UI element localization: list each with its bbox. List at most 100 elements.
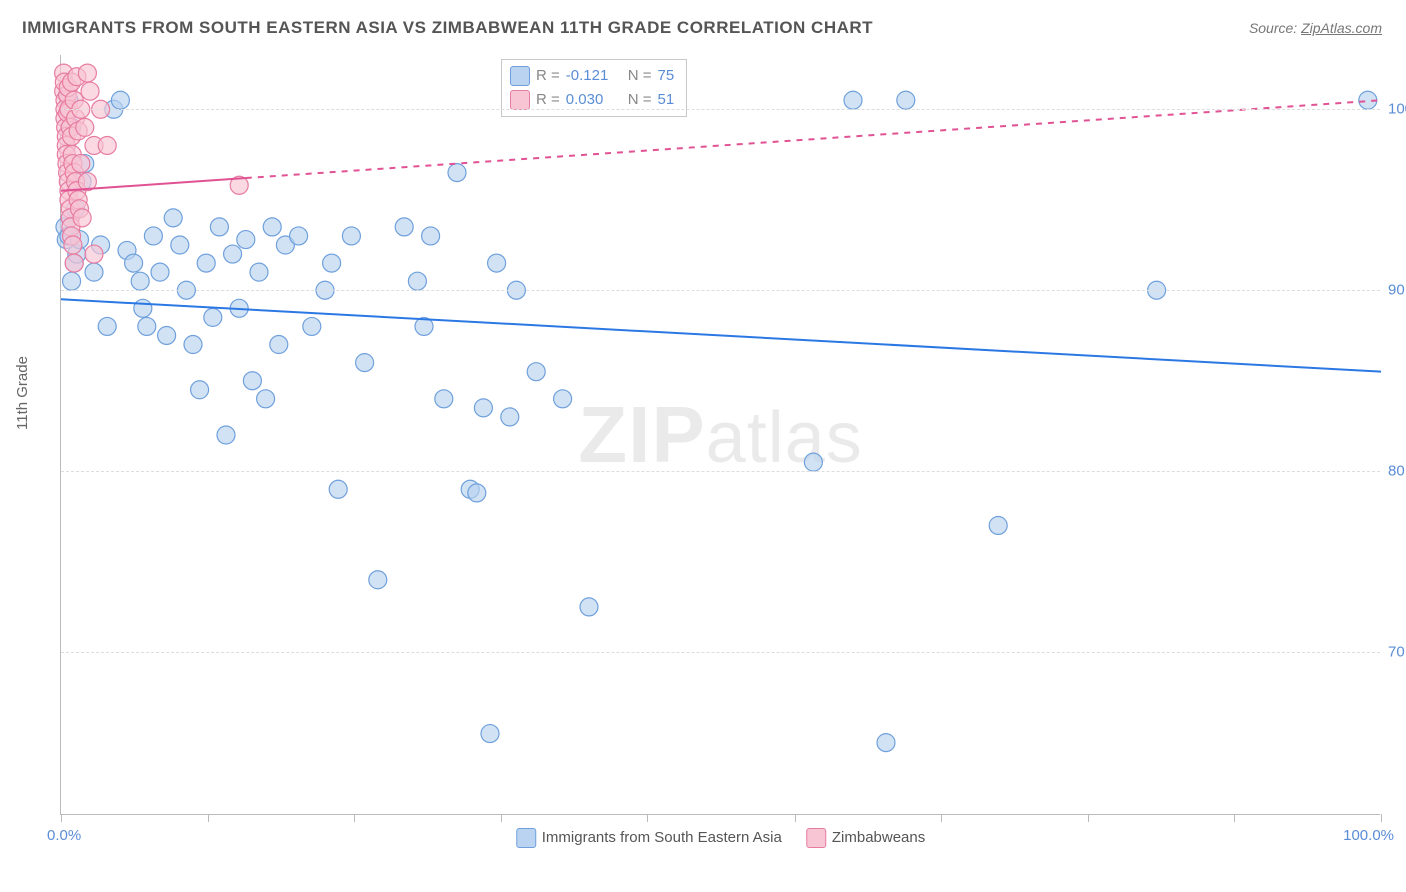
data-point [210, 218, 228, 236]
data-point [369, 571, 387, 589]
gridline-h [61, 109, 1380, 110]
bottom-legend-label: Immigrants from South Eastern Asia [542, 829, 782, 846]
legend-n-value: 75 [658, 64, 675, 88]
data-point [270, 336, 288, 354]
x-tick [1381, 814, 1382, 822]
data-point [877, 734, 895, 752]
data-point [448, 164, 466, 182]
data-point [81, 82, 99, 100]
x-tick [941, 814, 942, 822]
x-tick-min: 0.0% [47, 827, 81, 844]
y-tick-label: 90.0% [1388, 282, 1406, 299]
data-point [78, 64, 96, 82]
x-tick [61, 814, 62, 822]
legend-swatch [806, 828, 826, 848]
data-point [395, 218, 413, 236]
stats-legend-row: R = -0.121N = 75 [510, 64, 674, 88]
data-point [243, 372, 261, 390]
data-point [98, 136, 116, 154]
data-point [468, 484, 486, 502]
data-point [224, 245, 242, 263]
y-tick-label: 80.0% [1388, 463, 1406, 480]
data-point [804, 453, 822, 471]
data-point [204, 308, 222, 326]
data-point [422, 227, 440, 245]
bottom-legend-label: Zimbabweans [832, 829, 925, 846]
data-point [63, 272, 81, 290]
data-point [474, 399, 492, 417]
data-point [131, 272, 149, 290]
legend-r-label: R = [536, 64, 560, 88]
y-axis-label: 11th Grade [14, 356, 31, 430]
data-point [73, 209, 91, 227]
data-point [250, 263, 268, 281]
data-point [134, 299, 152, 317]
data-point [158, 326, 176, 344]
x-tick [208, 814, 209, 822]
data-point [303, 317, 321, 335]
data-point [217, 426, 235, 444]
x-tick-max: 100.0% [1343, 827, 1394, 844]
data-point [197, 254, 215, 272]
data-point [844, 91, 862, 109]
data-point [488, 254, 506, 272]
x-tick [1234, 814, 1235, 822]
data-point [257, 390, 275, 408]
data-point [151, 263, 169, 281]
data-point [527, 363, 545, 381]
x-tick [647, 814, 648, 822]
source-prefix: Source: [1249, 20, 1297, 36]
data-point [580, 598, 598, 616]
legend-swatch [510, 90, 530, 110]
data-point [76, 118, 94, 136]
chart-svg [61, 55, 1380, 814]
data-point [356, 354, 374, 372]
data-point [237, 231, 255, 249]
plot-area: ZIPatlas R = -0.121N = 75R = 0.030N = 51… [60, 55, 1380, 815]
gridline-h [61, 652, 1380, 653]
chart-title: IMMIGRANTS FROM SOUTH EASTERN ASIA VS ZI… [22, 18, 873, 38]
data-point [64, 236, 82, 254]
data-point [164, 209, 182, 227]
data-point [85, 245, 103, 263]
data-point [342, 227, 360, 245]
data-point [989, 516, 1007, 534]
data-point [501, 408, 519, 426]
data-point [435, 390, 453, 408]
gridline-h [61, 471, 1380, 472]
data-point [481, 725, 499, 743]
data-point [554, 390, 572, 408]
data-point [85, 263, 103, 281]
data-point [65, 254, 83, 272]
legend-swatch [510, 66, 530, 86]
data-point [125, 254, 143, 272]
x-tick [501, 814, 502, 822]
bottom-legend: Immigrants from South Eastern Asia Zimbab… [516, 828, 926, 848]
bottom-legend-item: Zimbabweans [806, 828, 925, 848]
y-tick-label: 100.0% [1388, 101, 1406, 118]
x-tick [1088, 814, 1089, 822]
data-point [290, 227, 308, 245]
data-point [171, 236, 189, 254]
legend-swatch [516, 828, 536, 848]
data-point [111, 91, 129, 109]
chart-source: Source: ZipAtlas.com [1249, 20, 1382, 36]
data-point [263, 218, 281, 236]
data-point [98, 317, 116, 335]
x-tick [795, 814, 796, 822]
data-point [329, 480, 347, 498]
gridline-h [61, 290, 1380, 291]
data-point [897, 91, 915, 109]
bottom-legend-item: Immigrants from South Eastern Asia [516, 828, 782, 848]
data-point [323, 254, 341, 272]
data-point [138, 317, 156, 335]
legend-r-value: -0.121 [566, 64, 622, 88]
data-point [72, 155, 90, 173]
source-link[interactable]: ZipAtlas.com [1301, 20, 1382, 36]
data-point [184, 336, 202, 354]
legend-n-label: N = [628, 64, 652, 88]
data-point [191, 381, 209, 399]
data-point [144, 227, 162, 245]
x-tick [354, 814, 355, 822]
data-point [408, 272, 426, 290]
